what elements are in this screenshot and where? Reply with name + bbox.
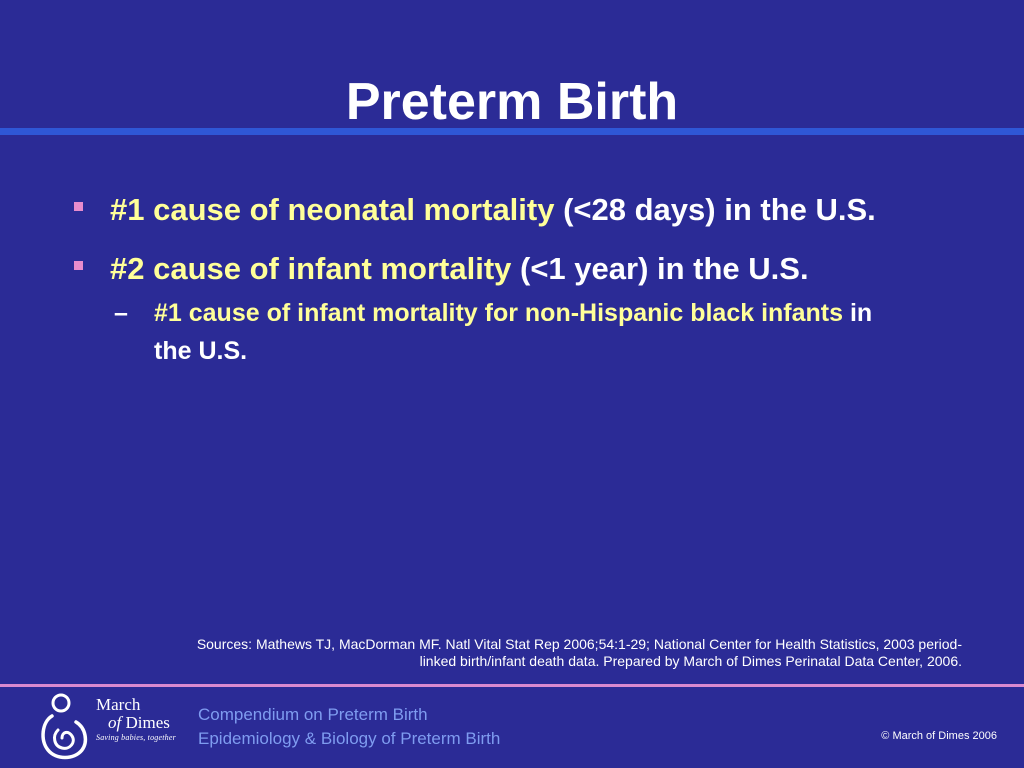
sub-bullet-black-infants: – #1 cause of infant mortality for non-H…	[114, 294, 914, 370]
logo-march: March	[96, 695, 141, 714]
march-of-dimes-logo: March of Dimes Saving babies, together	[38, 690, 198, 762]
bullet-text: (<1 year) in the U.S.	[511, 251, 809, 286]
footer-titles: Compendium on Preterm Birth Epidemiology…	[198, 703, 500, 751]
square-bullet-icon	[74, 202, 83, 211]
logo-dimes: Dimes	[125, 713, 170, 732]
sub-bullet-text: in the U.S.	[154, 299, 873, 365]
bullet-text: (<28 days) in the U.S.	[554, 192, 876, 227]
sources-note: Sources: Mathews TJ, MacDorman MF. Natl …	[60, 636, 962, 670]
sub-bullet-highlight: #1 cause of infant mortality for non-His…	[154, 299, 844, 327]
footer-title-line-2: Epidemiology & Biology of Preterm Birth	[198, 729, 501, 748]
footer-divider	[0, 684, 1024, 687]
bullet-highlight: #2 cause of infant mortality	[110, 251, 512, 286]
bullet-list: #1 cause of neonatal mortality (<28 days…	[70, 188, 970, 370]
mother-baby-icon	[41, 693, 88, 760]
logo-of: of	[108, 713, 122, 732]
copyright-notice: © March of Dimes 2006	[881, 730, 997, 742]
footer-title-line-1: Compendium on Preterm Birth	[198, 705, 428, 724]
title-divider	[0, 128, 1024, 135]
logo-tagline: Saving babies, together	[96, 733, 176, 742]
slide-title: Preterm Birth	[345, 73, 679, 131]
square-bullet-icon	[74, 261, 83, 270]
dash-bullet-icon: –	[114, 299, 128, 327]
sources-line-2: linked birth/infant death data. Prepared…	[419, 653, 962, 669]
bullet-infant-mortality: #2 cause of infant mortality (<1 year) i…	[70, 247, 970, 290]
bullet-highlight: #1 cause of neonatal mortality	[110, 192, 555, 227]
sources-line-1: Sources: Mathews TJ, MacDorman MF. Natl …	[196, 636, 962, 652]
bullet-neonatal-mortality: #1 cause of neonatal mortality (<28 days…	[70, 188, 970, 231]
logo-of-dimes: of Dimes	[96, 714, 176, 732]
logo-wordmark: March of Dimes Saving babies, together	[96, 696, 176, 744]
